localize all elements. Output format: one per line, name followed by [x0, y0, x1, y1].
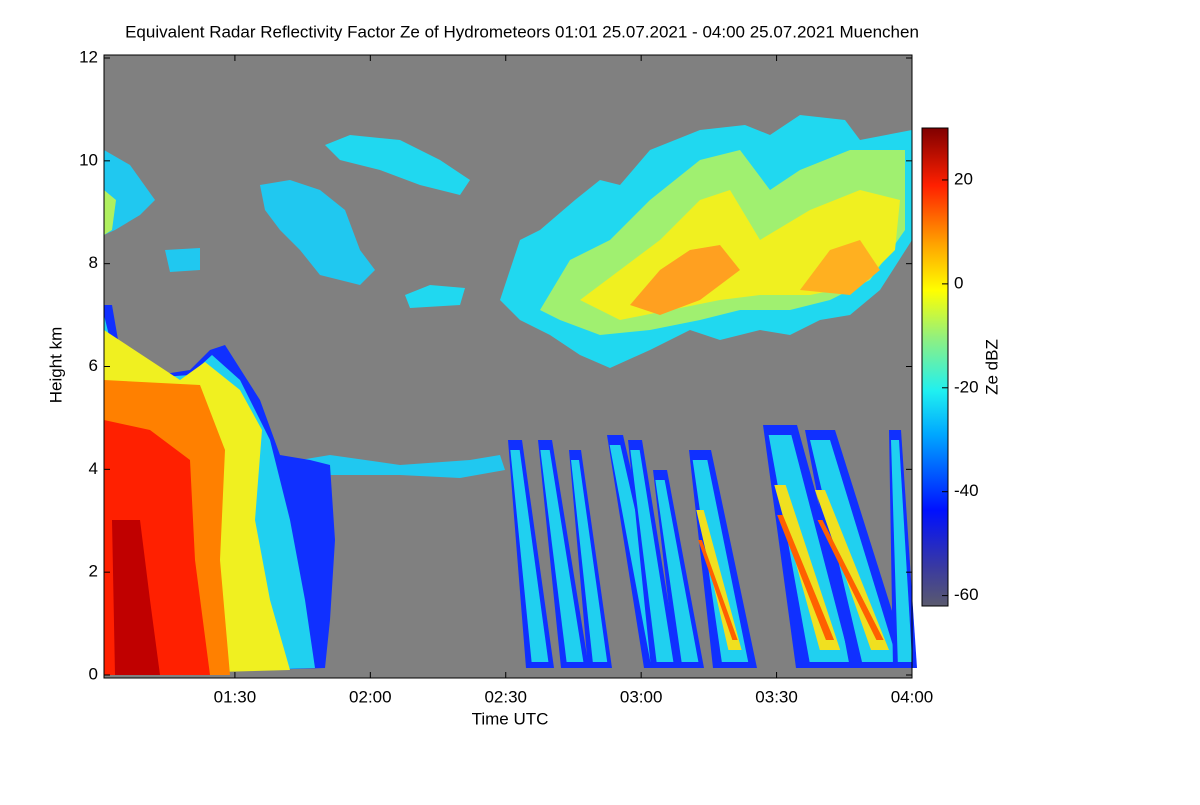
echo-region [774, 485, 841, 650]
y-tick-label: 6 [89, 356, 98, 375]
echo-region [777, 515, 835, 640]
x-tick-label: 03:00 [620, 687, 663, 706]
colorbar-tick-label: 0 [954, 273, 963, 292]
echo-region [817, 520, 884, 640]
echo-region [810, 440, 898, 662]
echo-region [696, 510, 742, 650]
echo-region [112, 520, 160, 675]
echo-region [405, 285, 465, 308]
echo-region [510, 450, 549, 662]
echo-region [692, 460, 749, 662]
radar-echoes [104, 115, 917, 675]
echo-region [698, 540, 738, 640]
y-tick-label: 8 [89, 253, 98, 272]
echo-region [630, 450, 674, 662]
echo-region [630, 245, 740, 315]
x-axis-label: Time UTC [472, 709, 549, 728]
colorbar-tick-label: -60 [954, 585, 979, 604]
echo-region [800, 240, 880, 295]
y-axis-label: Height km [46, 327, 65, 404]
echo-region [165, 248, 200, 272]
echo-region [655, 480, 699, 662]
echo-region [325, 135, 470, 195]
echo-region [300, 455, 505, 478]
colorbar [921, 127, 949, 607]
y-tick-label: 0 [89, 664, 98, 683]
echo-region [891, 440, 913, 662]
y-tick-label: 4 [89, 459, 98, 478]
echo-region [104, 150, 155, 235]
y-tick-label: 2 [89, 562, 98, 581]
x-tick-label: 02:00 [349, 687, 392, 706]
x-tick-label: 04:00 [891, 687, 934, 706]
colorbar-label: Ze dBZ [982, 339, 1001, 395]
echo-region [815, 490, 889, 650]
echo-region [768, 435, 851, 662]
echo-region [104, 190, 116, 235]
x-tick-label: 03:30 [755, 687, 798, 706]
y-tick-label: 12 [79, 47, 98, 66]
x-tick-label: 02:30 [484, 687, 527, 706]
colorbar-tick-label: 20 [954, 169, 973, 188]
echo-region [540, 450, 584, 662]
colorbar-tick-label: -40 [954, 481, 979, 500]
x-tick-label: 01:30 [214, 687, 257, 706]
echo-region [260, 180, 375, 285]
colorbar-tick-label: -20 [954, 377, 979, 396]
y-tick-label: 10 [79, 150, 98, 169]
echo-region [571, 460, 608, 662]
chart-title: Equivalent Radar Reflectivity Factor Ze … [125, 22, 919, 41]
